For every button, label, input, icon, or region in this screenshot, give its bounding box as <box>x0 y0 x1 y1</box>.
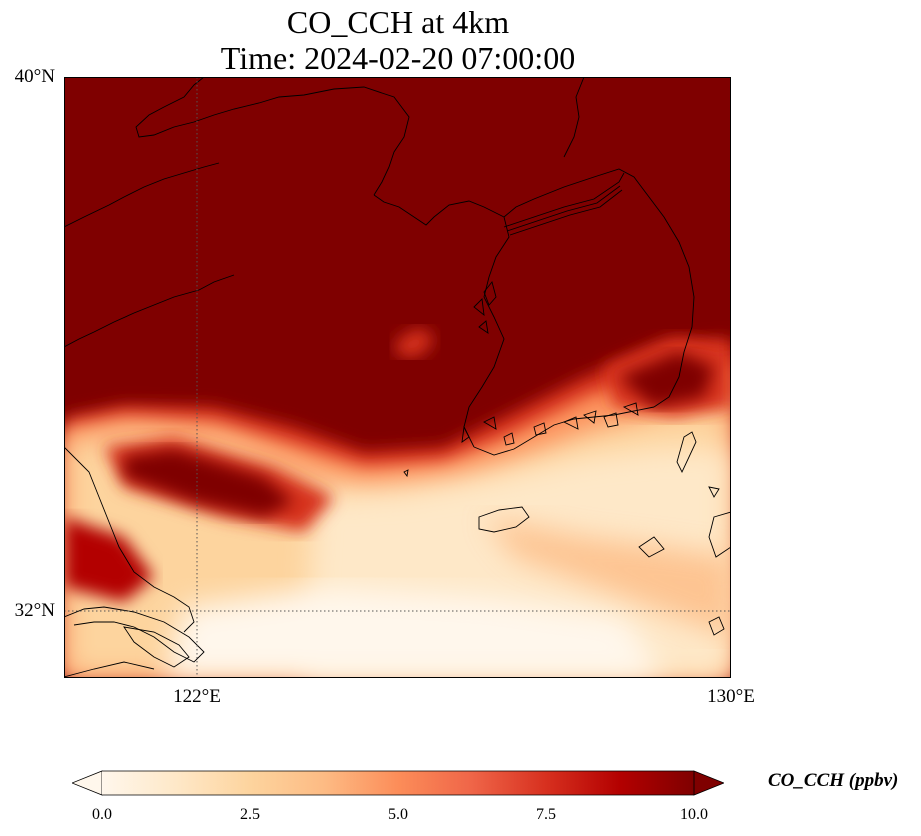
lon-label-130e: 130°E <box>707 686 755 707</box>
colorbar-tick-1: 2.5 <box>240 806 260 823</box>
colorbar-extend-max <box>693 770 726 796</box>
colorbar-tick-0: 0.0 <box>92 806 112 823</box>
map-canvas <box>64 77 731 678</box>
title-line-1: CO_CCH at 4km <box>286 4 510 40</box>
colorbar-graphic <box>70 770 726 796</box>
colorbar-gradient <box>102 771 694 795</box>
title-line-2: Time: 2024-02-20 07:00:00 <box>220 40 576 76</box>
colorbar-tick-2: 5.0 <box>388 806 408 823</box>
lon-label-122e: 122°E <box>173 686 221 707</box>
map-panel <box>64 77 731 678</box>
coastlines <box>64 77 731 678</box>
colorbar <box>70 770 726 796</box>
graticule <box>64 77 731 678</box>
lat-label-40n: 40°N <box>14 66 55 87</box>
colorbar-extend-min <box>70 770 103 796</box>
colorbar-tick-4: 10.0 <box>680 806 708 823</box>
concentration-field <box>64 77 731 678</box>
map-border <box>64 77 731 678</box>
colorbar-tick-3: 7.5 <box>536 806 556 823</box>
colorbar-label: CO_CCH (ppbv) <box>768 770 899 791</box>
lat-label-32n: 32°N <box>14 600 55 621</box>
